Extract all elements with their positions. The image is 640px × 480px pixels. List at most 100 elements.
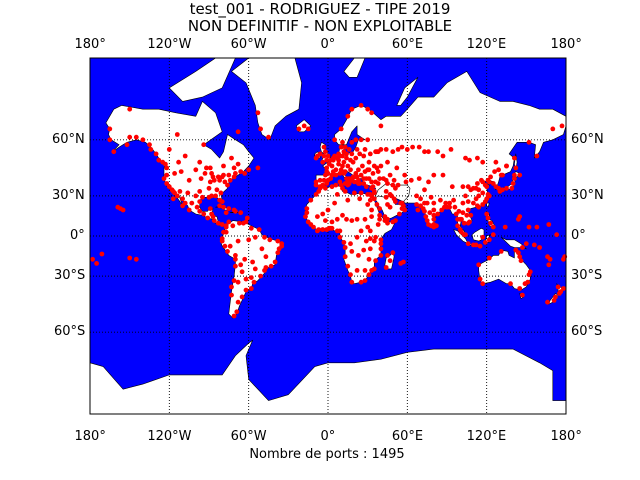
- port-marker: [377, 206, 382, 212]
- port-marker: [340, 185, 345, 191]
- port-marker: [238, 169, 244, 175]
- port-marker: [301, 123, 307, 129]
- port-marker: [189, 200, 195, 206]
- port-marker: [219, 174, 225, 180]
- port-marker: [164, 165, 170, 171]
- port-marker: [219, 199, 225, 205]
- port-marker: [465, 241, 471, 247]
- port-marker: [369, 214, 374, 220]
- port-marker: [410, 144, 415, 150]
- port-marker: [459, 216, 464, 222]
- port-marker: [375, 222, 381, 227]
- port-marker: [230, 223, 236, 229]
- port-marker: [385, 159, 390, 165]
- port-marker: [94, 261, 99, 266]
- port-marker: [485, 215, 491, 221]
- port-marker: [223, 229, 229, 235]
- port-marker: [127, 106, 133, 112]
- port-marker: [358, 190, 364, 196]
- port-marker: [440, 153, 446, 159]
- port-marker: [362, 278, 368, 283]
- port-marker: [342, 169, 348, 175]
- port-marker: [344, 216, 349, 222]
- port-marker: [366, 256, 372, 262]
- port-marker: [378, 246, 384, 252]
- port-marker: [338, 167, 344, 173]
- port-marker: [296, 126, 302, 132]
- port-marker: [197, 208, 203, 214]
- lon-label-top: 120°E: [466, 37, 507, 52]
- port-marker: [467, 157, 472, 163]
- port-marker: [496, 167, 501, 173]
- port-marker: [182, 200, 188, 206]
- port-marker: [325, 207, 331, 213]
- port-marker: [255, 110, 261, 116]
- port-marker: [546, 222, 552, 227]
- port-marker: [218, 190, 224, 196]
- port-marker: [211, 177, 217, 183]
- port-marker: [172, 190, 178, 196]
- port-marker: [512, 155, 517, 161]
- port-marker: [349, 218, 355, 224]
- land-australia: [478, 249, 531, 291]
- port-marker: [414, 202, 419, 207]
- port-marker: [242, 171, 248, 176]
- port-marker: [345, 197, 351, 203]
- port-marker: [383, 194, 389, 200]
- port-marker: [356, 253, 361, 258]
- port-marker: [148, 147, 154, 152]
- port-marker: [248, 275, 254, 280]
- port-marker: [378, 123, 384, 129]
- port-marker: [500, 187, 505, 193]
- port-marker: [174, 132, 180, 137]
- map-frame: [89, 57, 567, 415]
- port-marker: [512, 176, 517, 182]
- port-marker: [217, 177, 223, 183]
- port-marker: [354, 234, 360, 240]
- port-marker: [362, 216, 368, 222]
- port-marker: [330, 169, 336, 175]
- port-marker: [332, 200, 337, 206]
- port-marker: [423, 214, 429, 220]
- port-marker: [305, 126, 311, 132]
- port-marker: [248, 286, 254, 291]
- port-marker: [517, 214, 523, 220]
- port-marker: [213, 193, 219, 199]
- port-marker: [342, 144, 348, 150]
- port-marker: [226, 219, 232, 225]
- port-marker: [164, 181, 170, 186]
- port-marker: [373, 234, 378, 240]
- port-marker: [385, 220, 390, 226]
- port-marker: [242, 256, 248, 262]
- port-marker: [516, 250, 521, 256]
- port-marker: [393, 218, 398, 224]
- port-marker: [365, 106, 371, 112]
- port-marker: [317, 177, 323, 183]
- port-marker: [320, 211, 326, 217]
- port-marker: [313, 155, 319, 161]
- port-marker: [222, 243, 228, 249]
- port-marker: [225, 182, 230, 188]
- port-marker: [235, 299, 241, 305]
- port-marker: [373, 179, 378, 185]
- port-marker: [251, 279, 257, 285]
- port-marker: [426, 149, 431, 155]
- port-marker: [550, 126, 556, 132]
- port-marker: [352, 179, 357, 185]
- port-marker: [504, 163, 509, 169]
- port-marker: [518, 258, 524, 264]
- port-marker: [217, 203, 223, 209]
- port-marker: [385, 253, 390, 258]
- port-marker: [360, 163, 365, 169]
- port-marker: [348, 167, 353, 173]
- port-marker: [461, 220, 467, 226]
- port-marker: [197, 199, 203, 205]
- port-marker: [356, 167, 361, 173]
- port-marker: [325, 171, 331, 176]
- port-marker: [178, 169, 184, 175]
- port-marker: [349, 106, 355, 112]
- port-marker: [198, 176, 204, 182]
- port-marker: [229, 292, 234, 298]
- port-marker: [225, 249, 230, 254]
- port-marker: [266, 134, 271, 140]
